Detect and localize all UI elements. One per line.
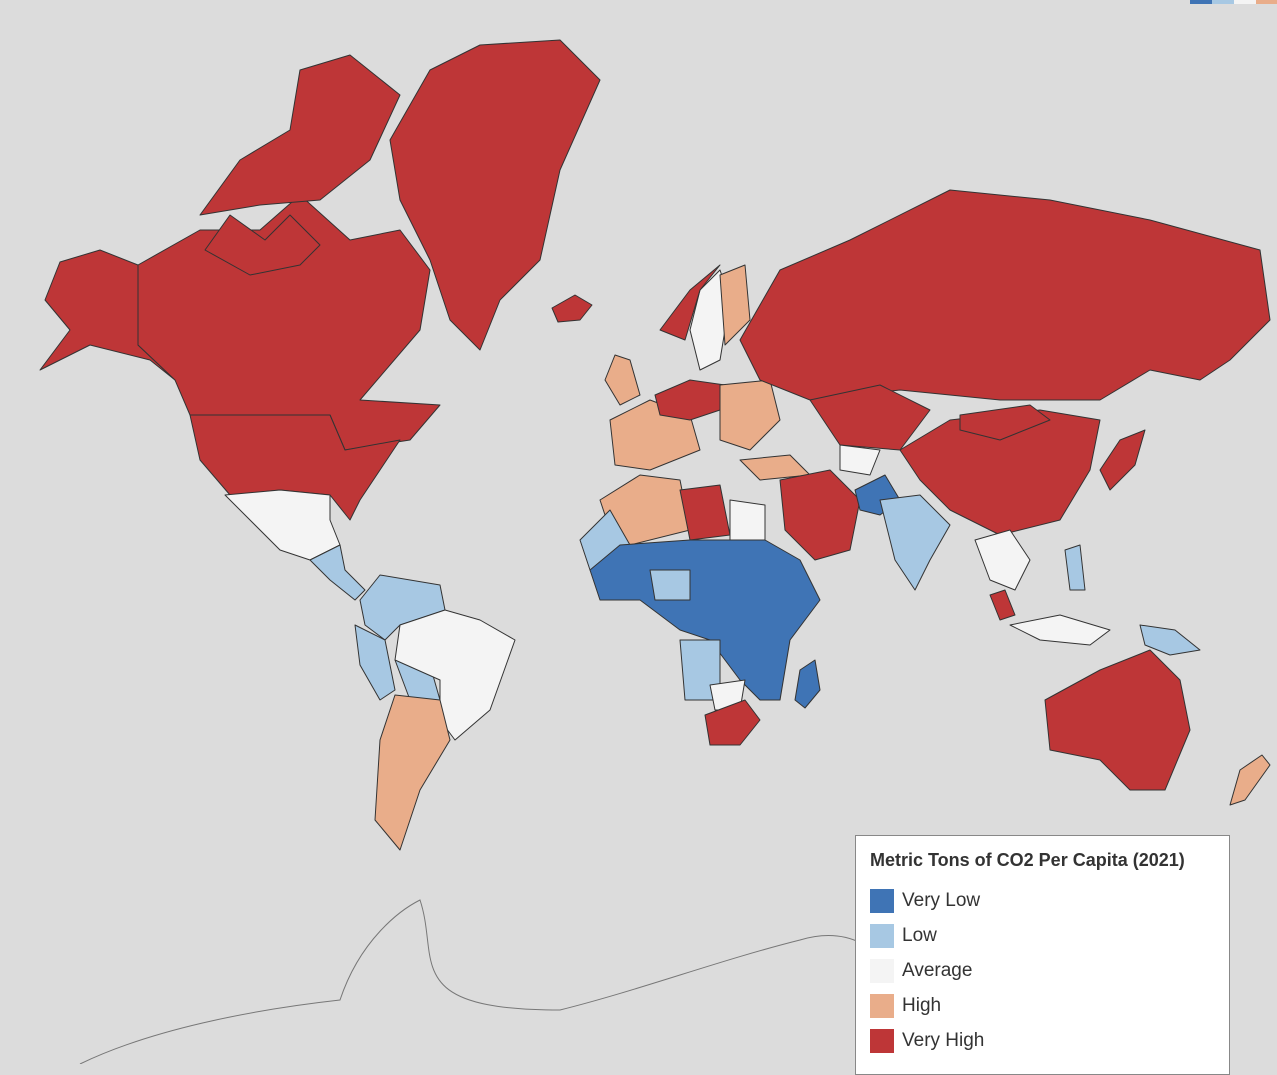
country-malaysia[interactable] (989, 589, 1016, 621)
country-eastern-europe[interactable] (719, 379, 781, 451)
legend-swatch-very-high (870, 1028, 894, 1053)
country-southeast-asia[interactable] (974, 529, 1031, 591)
country-middle-east[interactable] (779, 469, 861, 561)
strip-average (1234, 0, 1256, 4)
legend-item-low[interactable]: Low (870, 918, 1215, 953)
country-central-asia[interactable] (839, 444, 881, 476)
map-legend: Metric Tons of CO2 Per Capita (2021) Ver… (855, 835, 1230, 1075)
legend-swatch-high (870, 993, 894, 1018)
country-papua[interactable] (1139, 624, 1201, 656)
country-mexico[interactable] (224, 489, 341, 561)
country-mongolia[interactable] (959, 404, 1051, 441)
legend-label: High (902, 994, 942, 1016)
legend-item-average[interactable]: Average (870, 953, 1215, 988)
country-argentina-chile[interactable] (374, 694, 451, 851)
country-central-america[interactable] (309, 544, 366, 601)
antarctica-coastline (79, 899, 901, 1064)
strip-very-low (1190, 0, 1212, 4)
legend-label: Low (902, 924, 937, 946)
legend-color-strip (1190, 0, 1277, 4)
legend-item-very-low[interactable]: Very Low (870, 883, 1215, 918)
country-russia[interactable] (739, 189, 1271, 401)
country-nigeria-region[interactable] (649, 569, 691, 601)
legend-swatch-very-low (870, 888, 894, 913)
country-australia[interactable] (1044, 649, 1191, 791)
country-canada[interactable] (137, 194, 441, 451)
country-finland[interactable] (719, 264, 751, 346)
country-south-africa[interactable] (704, 699, 761, 746)
legend-label: Very High (902, 1029, 985, 1051)
country-brazil[interactable] (394, 609, 516, 741)
country-new-zealand[interactable] (1229, 754, 1271, 806)
strip-low (1212, 0, 1234, 4)
country-uk-ireland[interactable] (604, 354, 641, 406)
country-philippines[interactable] (1064, 544, 1086, 591)
country-norway[interactable] (659, 264, 721, 341)
legend-label: Very Low (902, 889, 981, 911)
country-alaska[interactable] (39, 249, 176, 381)
country-peru[interactable] (354, 624, 396, 701)
country-canada-islands[interactable] (204, 214, 321, 276)
strip-high (1256, 0, 1277, 4)
country-greenland[interactable] (389, 39, 601, 351)
legend-label: Average (902, 959, 973, 981)
country-madagascar[interactable] (794, 659, 821, 709)
legend-swatch-low (870, 923, 894, 948)
country-egypt[interactable] (729, 499, 766, 541)
country-indonesia[interactable] (1009, 614, 1111, 646)
country-germany-poland[interactable] (654, 379, 726, 421)
country-sahel[interactable] (589, 539, 821, 701)
country-kazakhstan[interactable] (809, 384, 931, 451)
legend-item-high[interactable]: High (870, 988, 1215, 1023)
legend-item-very-high[interactable]: Very High (870, 1023, 1215, 1058)
legend-swatch-average (870, 958, 894, 983)
country-libya[interactable] (679, 484, 731, 541)
country-iceland[interactable] (551, 294, 593, 323)
legend-title: Metric Tons of CO2 Per Capita (2021) (870, 850, 1185, 870)
country-canada-arctic[interactable] (199, 54, 401, 216)
country-india[interactable] (879, 494, 951, 591)
country-japan-korea[interactable] (1099, 429, 1146, 491)
